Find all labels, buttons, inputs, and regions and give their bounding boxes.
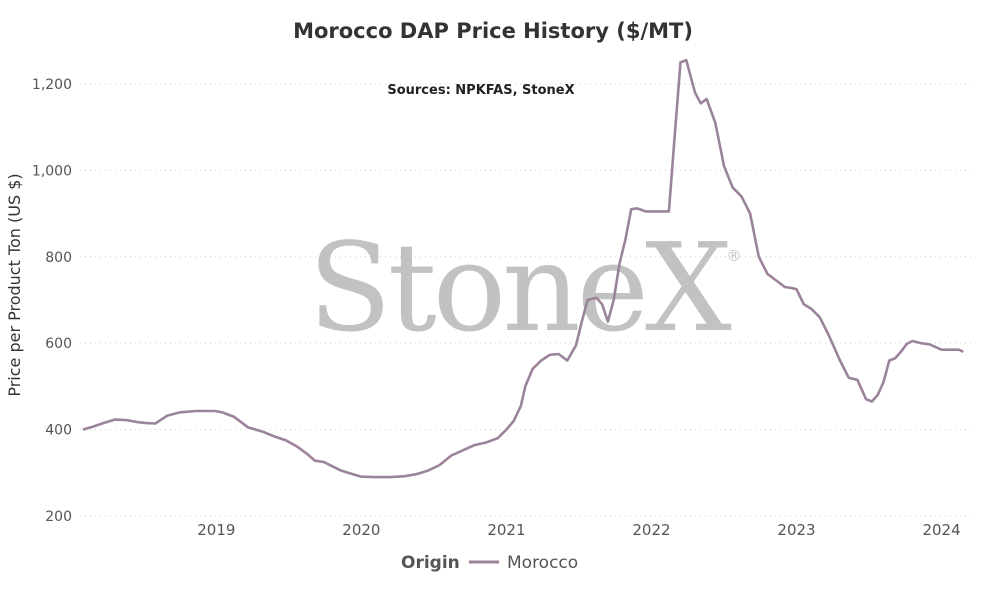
x-tick-label: 2022 [632,521,670,539]
y-tick-label: 1,200 [32,77,72,93]
y-axis: 200 400 600 800 1,000 1,200 [32,77,72,525]
x-tick-label: 2021 [487,521,525,539]
x-tick-label: 2024 [922,521,960,539]
y-tick-label: 800 [45,250,72,266]
legend-title: Origin [401,553,460,573]
x-tick-label: 2023 [777,521,815,539]
series-line-morocco [82,58,964,479]
y-tick-label: 600 [45,336,72,352]
watermark-registered-mark: ® [727,247,742,265]
x-tick-label: 2019 [197,521,235,539]
grid [80,83,972,517]
x-tick-label: 2020 [342,521,380,539]
y-tick-label: 400 [45,423,72,439]
y-tick-label: 1,000 [32,163,72,179]
watermark-logo: StoneX [308,217,732,359]
legend: Origin Morocco [401,553,578,573]
series-morocco [82,58,964,479]
chart-title: Morocco DAP Price History ($/MT) [293,19,693,43]
y-axis-label: Price per Product Ton (US $) [5,173,24,396]
y-tick-label: 200 [45,509,72,525]
legend-label-morocco: Morocco [507,553,578,573]
x-axis: 2019 2020 2021 2022 2023 2024 [197,521,960,539]
chart-subtitle: Sources: NPKFAS, StoneX [387,83,574,98]
